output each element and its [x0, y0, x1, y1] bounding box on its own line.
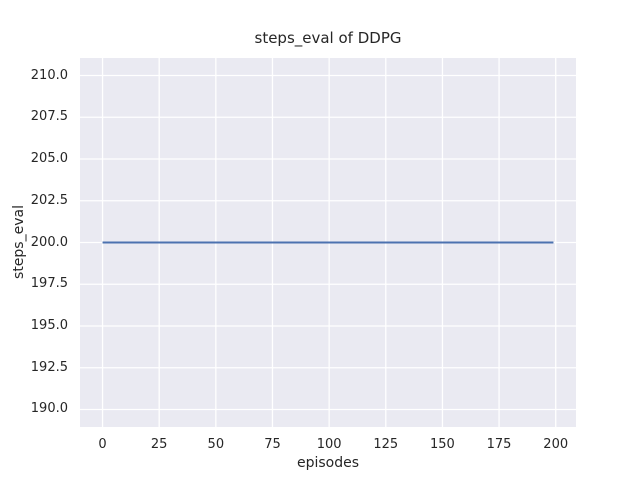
x-axis-label: episodes: [296, 455, 360, 471]
y-tick-label: 195.0: [30, 317, 68, 333]
y-tick-label: 210.0: [30, 67, 68, 83]
plot-canvas: [80, 58, 576, 427]
x-tick-label: 200: [543, 437, 569, 452]
plot-area: [80, 58, 576, 427]
x-tick-label: 150: [430, 437, 455, 452]
x-tick-label: 100: [316, 437, 342, 452]
x-tick-label: 25: [150, 437, 168, 452]
y-tick-label: 197.5: [30, 276, 68, 292]
y-tick-label: 205.0: [30, 151, 68, 167]
x-tick-label: 125: [373, 437, 399, 452]
y-tick-label: 190.0: [30, 401, 68, 417]
x-tick-label: 75: [264, 437, 281, 452]
x-tick-label: 50: [207, 437, 225, 452]
chart-title: steps_eval of DDPG: [254, 29, 402, 47]
y-tick-label: 202.5: [30, 192, 68, 208]
y-tick-label: 200.0: [30, 234, 68, 250]
x-tick-label: 0: [98, 437, 107, 452]
x-tick-label: 175: [486, 437, 512, 452]
y-tick-label: 207.5: [30, 109, 68, 125]
y-tick-label: 192.5: [30, 359, 68, 375]
